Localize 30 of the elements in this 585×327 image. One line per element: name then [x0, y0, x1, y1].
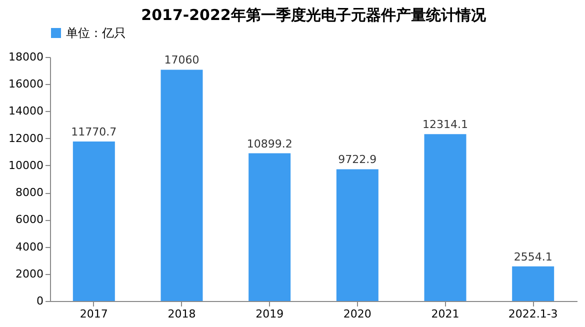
y-tick-label: 18000 [8, 50, 44, 64]
y-tick-label: 12000 [8, 132, 44, 145]
x-tick-label: 2017 [80, 308, 108, 320]
x-tick-label: 2020 [343, 308, 372, 320]
bar [336, 169, 378, 301]
y-tick-label: 6000 [16, 213, 44, 226]
data-label: 10899.2 [246, 137, 292, 150]
data-label: 11770.7 [71, 125, 117, 138]
chart-title: 2017-2022年第一季度光电子元器件产量统计情况 [141, 6, 487, 24]
y-tick-label: 10000 [8, 158, 44, 172]
data-label: 9722.9 [338, 153, 377, 166]
bar [248, 153, 291, 301]
y-tick-label: 16000 [8, 78, 44, 91]
y-tick-label: 2000 [16, 267, 44, 280]
x-tick-label: 2021 [431, 308, 460, 320]
y-tick-label: 8000 [16, 186, 44, 200]
y-tick-label: 0 [36, 294, 44, 308]
x-tick-label: 2018 [168, 308, 196, 320]
data-label: 12314.1 [422, 118, 468, 132]
x-tick-label: 2022.1-3 [508, 308, 558, 320]
data-label: 2554.1 [514, 250, 552, 264]
y-tick-label: 14000 [8, 104, 44, 118]
bar [424, 134, 466, 301]
bar [160, 70, 203, 301]
bar [512, 266, 554, 301]
y-tick-label: 4000 [16, 240, 44, 254]
data-label: 17060 [164, 54, 200, 67]
x-tick-label: 2019 [256, 308, 284, 320]
legend-label: 单位：亿只 [66, 26, 126, 40]
bar [72, 141, 115, 301]
